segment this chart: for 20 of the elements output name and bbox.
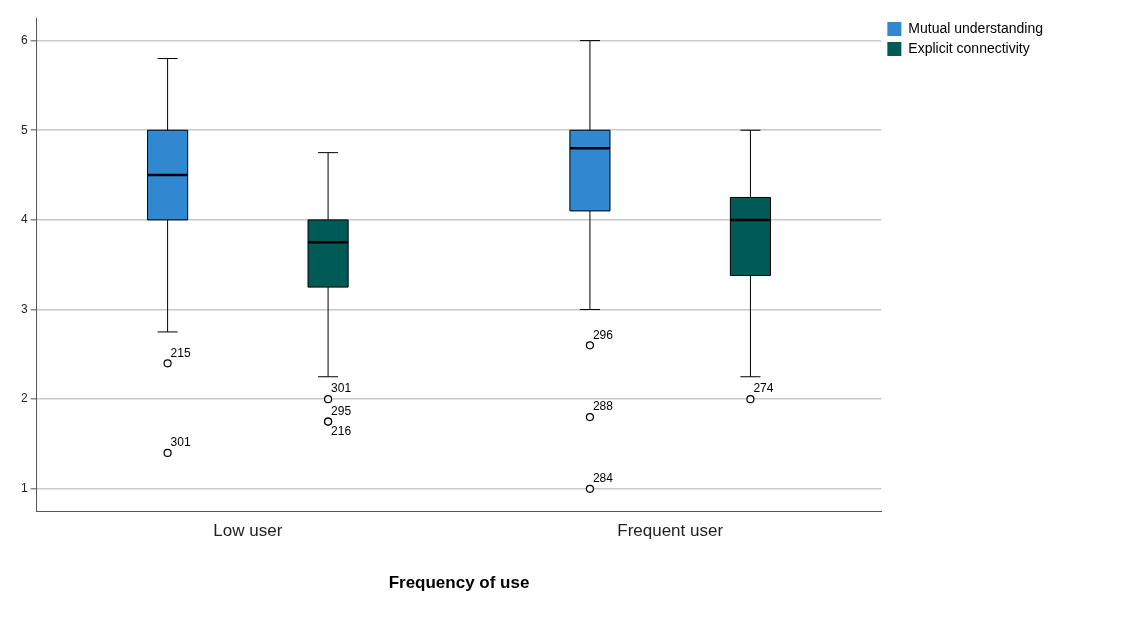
y-tick-label: 4 (20, 212, 28, 227)
annotation: 215 (170, 345, 191, 360)
y-tick-label: 5 (20, 122, 28, 137)
legend-label: Mutual understanding (908, 19, 1044, 36)
x-axis-title: Frequency of use (388, 573, 530, 593)
x-tick-label: Frequent user (617, 521, 724, 541)
annotation: 296 (592, 327, 614, 342)
annotation: 301 (331, 381, 352, 396)
annotation: 284 (592, 471, 614, 486)
y-tick-label: 6 (20, 32, 28, 47)
annotation: 216 (331, 423, 352, 438)
y-tick-label: 2 (20, 391, 28, 406)
annotation: 288 (592, 399, 614, 414)
y-tick-label: 1 (20, 481, 28, 496)
annotation: 274 (753, 381, 774, 396)
legend-label: Explicit connectivity (908, 39, 1030, 56)
y-tick-label: 3 (20, 301, 28, 316)
annotation: 295 (331, 403, 352, 418)
annotation: 301 (170, 435, 191, 450)
x-tick-label: Low user (213, 521, 283, 541)
